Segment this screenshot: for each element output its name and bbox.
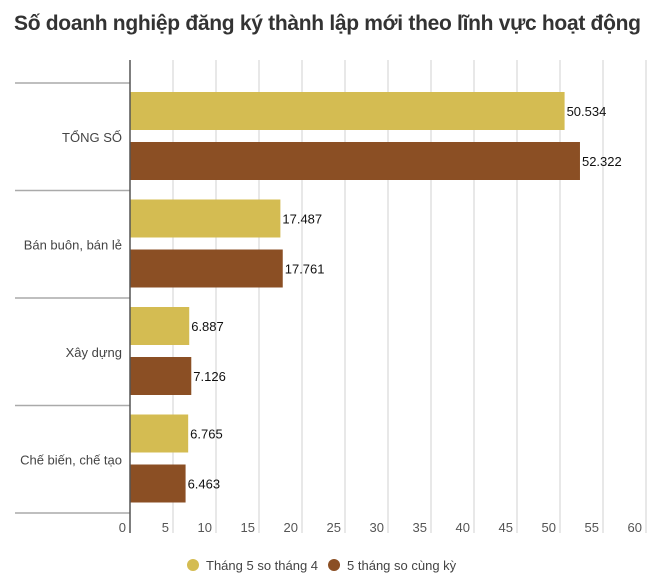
legend-marker (328, 559, 341, 571)
category-label: Xây dựng (66, 345, 122, 360)
data-label: 7.126 (193, 369, 226, 384)
x-tick-label: 45 (499, 520, 513, 535)
x-tick-label: 15 (241, 520, 255, 535)
data-label: 6.765 (190, 427, 223, 442)
data-label: 6.887 (191, 319, 224, 334)
x-tick-label: 0 (119, 520, 126, 535)
x-tick-label: 30 (370, 520, 384, 535)
category-label: Chế biến, chế tạo (20, 452, 122, 467)
bar (130, 464, 186, 503)
x-tick-label: 20 (284, 520, 298, 535)
bar (130, 414, 189, 453)
legend-marker (187, 559, 199, 571)
x-tick-label: 35 (413, 520, 427, 535)
x-tick-label: 40 (456, 520, 470, 535)
data-label: 52.322 (582, 154, 622, 169)
x-tick-label: 50 (542, 520, 556, 535)
x-tick-label: 55 (585, 520, 599, 535)
x-tick-label: 10 (198, 520, 212, 535)
chart-title: Số doanh nghiệp đăng ký thành lập mới th… (14, 12, 641, 35)
x-tick-label: 5 (162, 520, 169, 535)
data-label: 50.534 (567, 104, 607, 119)
legend-label: 5 tháng so cùng kỳ (347, 558, 457, 573)
category-label: Bán buôn, bán lẻ (24, 237, 122, 252)
data-label: 6.463 (188, 477, 221, 492)
data-label: 17.761 (285, 262, 325, 277)
bar (130, 92, 565, 130)
x-tick-label: 25 (327, 520, 341, 535)
bar (130, 142, 580, 180)
category-label: TỔNG SỐ (62, 130, 122, 145)
bar (130, 199, 281, 238)
bar (130, 307, 190, 345)
bar (130, 357, 192, 395)
data-label: 17.487 (282, 212, 322, 227)
x-tick-label: 60 (628, 520, 642, 535)
legend-label: Tháng 5 so tháng 4 (206, 558, 318, 573)
bar (130, 249, 283, 288)
